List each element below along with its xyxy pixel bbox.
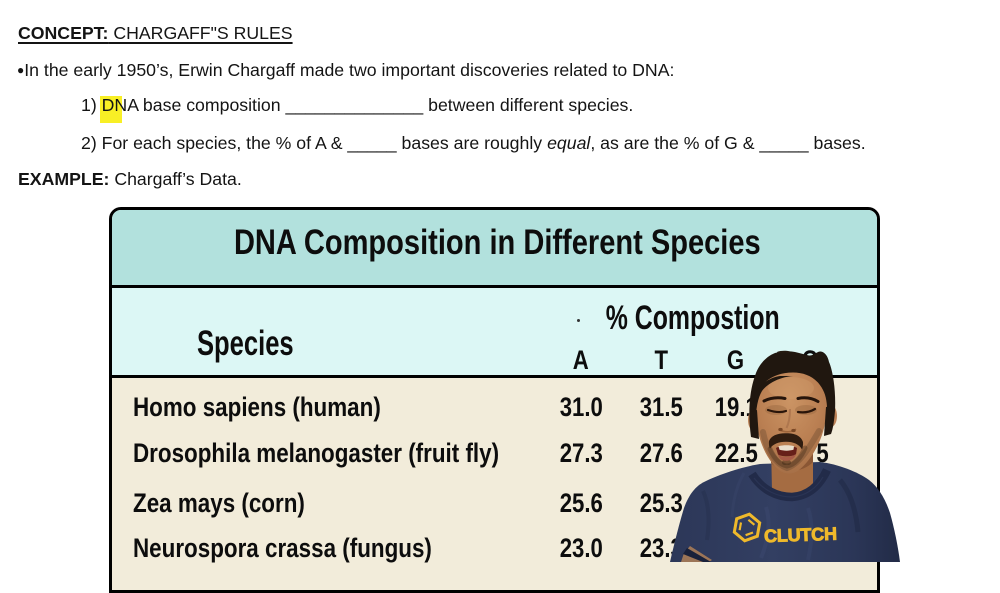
svg-text:CLUTCH: CLUTCH: [764, 524, 838, 547]
